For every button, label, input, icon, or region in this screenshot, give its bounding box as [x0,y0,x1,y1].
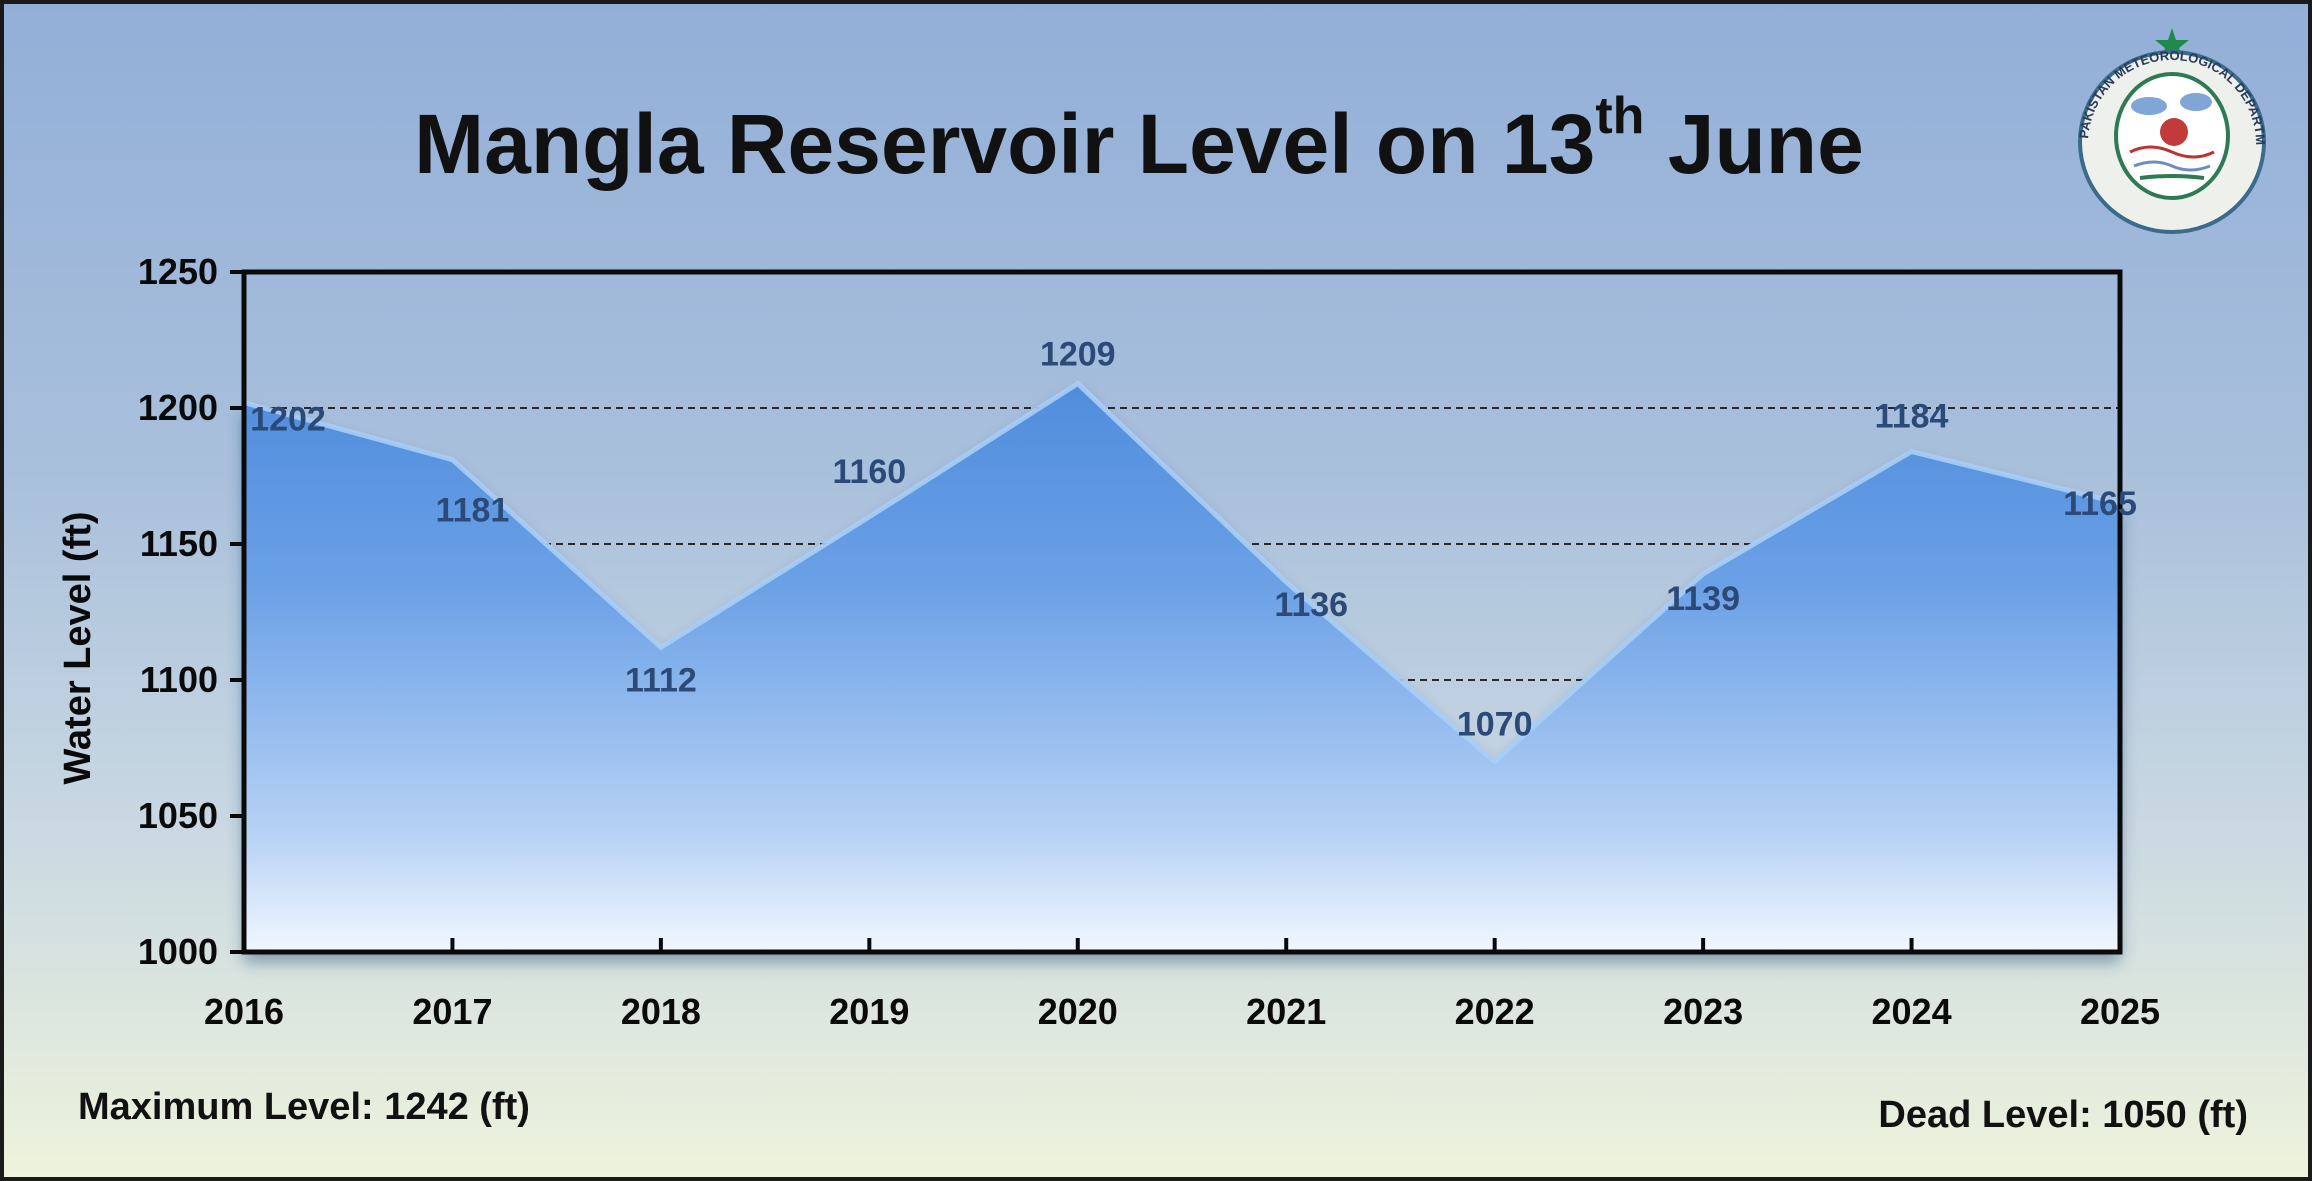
title-superscript: th [1595,87,1645,145]
area-series [244,383,2120,952]
pmd-logo-icon: PAKISTAN METEOROLOGICAL DEPARTMENT [2064,24,2268,234]
x-tick-label: 2024 [1872,991,1952,1032]
title-text: Mangla Reservoir Level on 13 [414,97,1596,191]
data-label: 1139 [1666,580,1740,618]
x-tick-label: 2016 [204,991,284,1032]
data-label: 1202 [250,401,326,439]
data-label: 1184 [1875,398,1949,436]
data-label: 1165 [2063,485,2137,523]
plot-border [241,269,2123,955]
chart-title: Mangla Reservoir Level on 13th June [4,90,2274,193]
data-label: 1136 [1274,586,1348,624]
data-label: 1181 [436,492,510,530]
data-label: 1160 [832,453,906,491]
x-tick-label: 2018 [621,991,701,1032]
x-tick-label: 2019 [829,991,909,1032]
title-tail: June [1644,97,1864,191]
x-tick-label: 2023 [1663,991,1743,1032]
x-tick-label: 2022 [1455,991,1535,1032]
y-tick-label: 1000 [138,931,218,972]
y-tick-label: 1250 [138,251,218,292]
data-label: 1112 [625,661,697,699]
y-tick-label: 1150 [140,523,218,564]
max-level-note: Maximum Level: 1242 (ft) [78,1086,530,1128]
plot-area: 1000 1050 1100 1150 1200 1250 2016 2017 2018 2019… [57,251,2160,1032]
x-tick-label: 2020 [1038,991,1118,1032]
y-tick-label: 1050 [138,795,218,836]
y-tick-label: 1100 [140,659,218,700]
x-tick-label: 2021 [1246,991,1326,1032]
dead-level-note: Dead Level: 1050 (ft) [1878,1094,2248,1136]
x-tick-label: 2017 [412,991,492,1032]
x-tick-label: 2025 [2080,991,2160,1032]
data-label: 1070 [1457,706,1533,744]
data-label: 1209 [1040,336,1116,374]
y-axis-title: Water Level (ft) [57,511,99,784]
y-tick-label: 1200 [138,387,218,428]
area-top-edge [243,380,2121,765]
